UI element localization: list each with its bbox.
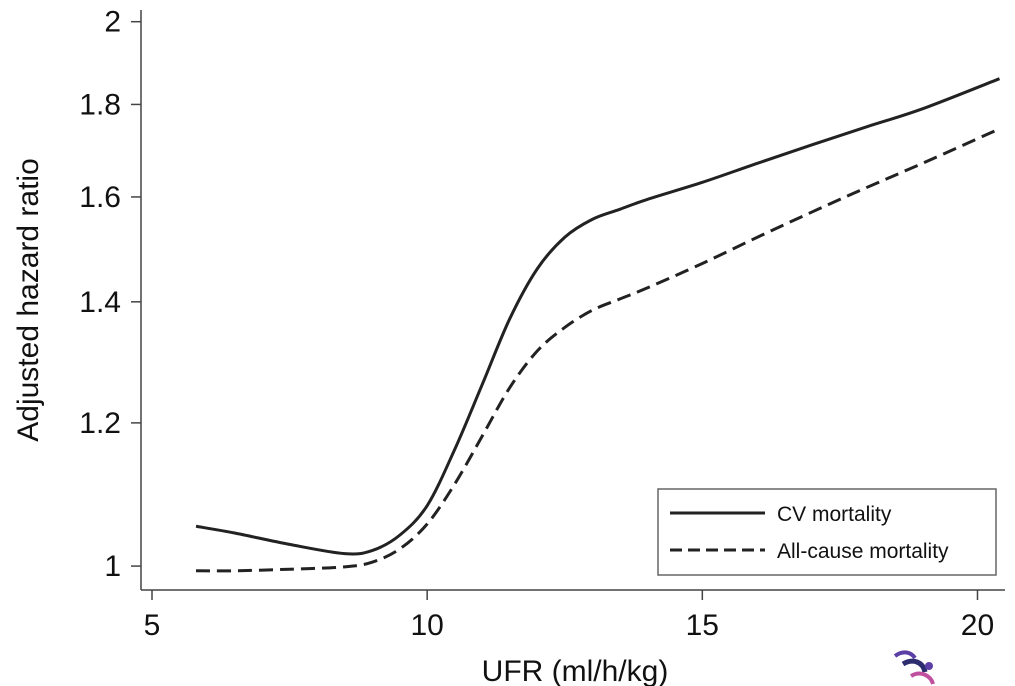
series-layer — [195, 77, 1001, 573]
y-tick-label: 1.8 — [79, 88, 121, 121]
x-tick-label: 10 — [410, 609, 443, 642]
watermark-logo-icon — [893, 650, 935, 685]
legend: CV mortality All-cause mortality — [657, 488, 997, 576]
x-tick-label: 15 — [686, 609, 719, 642]
y-tick-label: 1.4 — [79, 286, 121, 319]
x-tick-label: 5 — [144, 609, 161, 642]
y-tick-label: 1 — [104, 550, 121, 583]
series-line-cv-mortality — [195, 77, 1001, 556]
y-tick-label: 1.2 — [79, 407, 121, 440]
x-tick-label: 20 — [961, 609, 994, 642]
y-tick-label: 2 — [104, 6, 121, 39]
y-tick-label: 1.6 — [79, 181, 121, 214]
x-axis-title: UFR (ml/h/kg) — [482, 655, 669, 686]
series-line-all-cause-mortality — [196, 127, 1001, 573]
y-ticks: 1 1.2 1.4 1.6 1.8 2 — [79, 6, 141, 583]
axes: 1 1.2 1.4 1.6 1.8 2 5 10 15 20 — [79, 6, 1005, 642]
x-ticks: 5 10 15 20 — [144, 590, 994, 642]
legend-box — [657, 488, 997, 576]
y-axis-title: Adjusted hazard ratio — [12, 158, 45, 442]
legend-label-all-cause: All-cause mortality — [777, 540, 949, 563]
legend-label-cv: CV mortality — [777, 503, 892, 526]
